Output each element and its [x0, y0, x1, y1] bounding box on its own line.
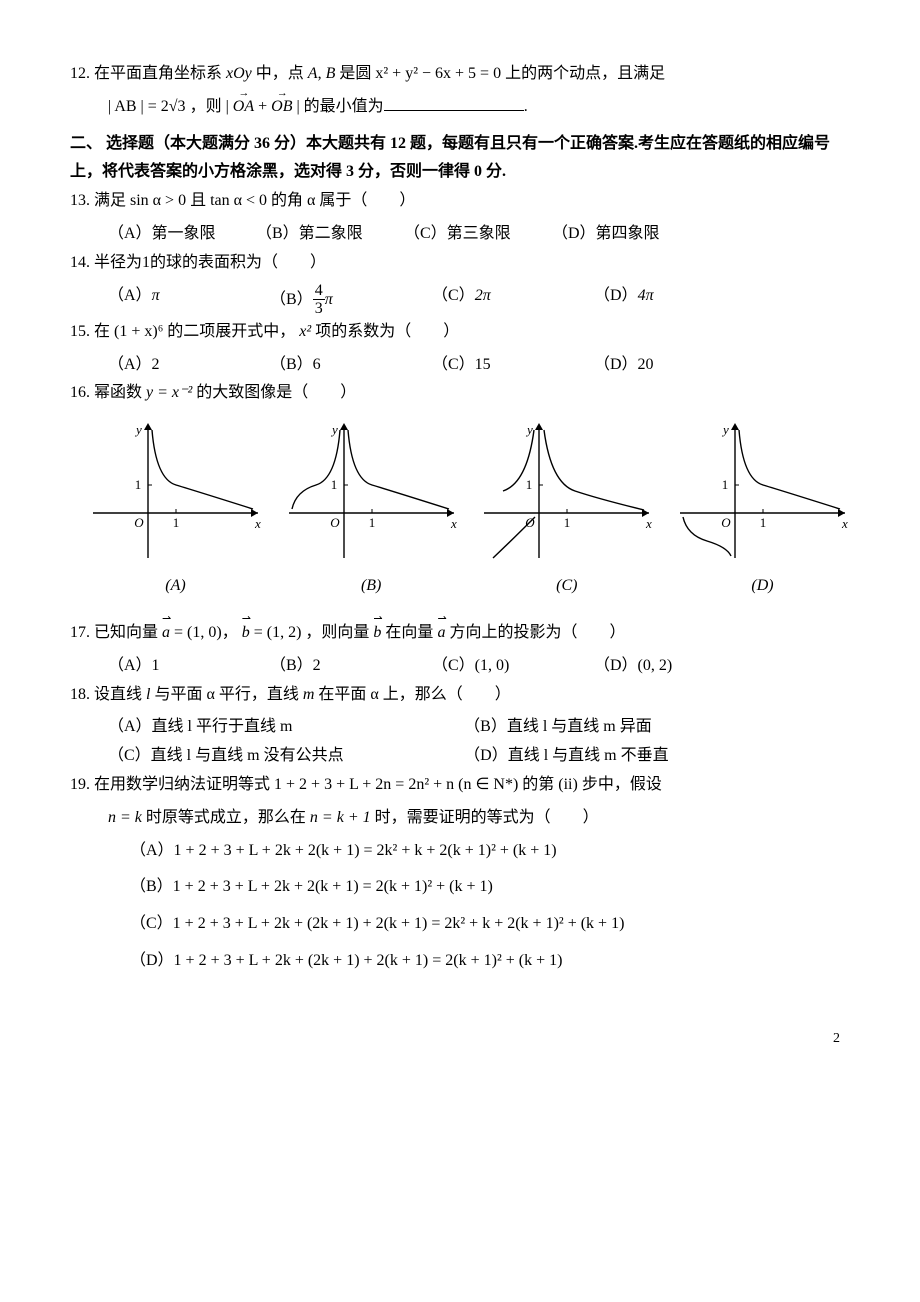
svg-text:O: O [721, 515, 731, 530]
q14-opt-b[interactable]: （B）43π [270, 282, 432, 318]
svg-text:1: 1 [722, 477, 729, 492]
q14-opt-a[interactable]: （A）π [108, 282, 270, 318]
q13-opt-a[interactable]: （A）第一象限 [108, 220, 256, 249]
q19-opt-d[interactable]: （D）1 + 2 + 3 + L + 2k + (2k + 1) + 2(k +… [108, 947, 850, 976]
q14-options: （A）π （B）43π （C）2π （D）4π [70, 282, 850, 318]
svg-text:y: y [134, 422, 142, 437]
q12-ab: | AB | = 2√3 [108, 98, 186, 115]
q14-opt-c[interactable]: （C）2π [432, 282, 594, 318]
svg-text:y: y [721, 422, 729, 437]
q12-text-a: 在平面直角坐标系 [94, 65, 226, 82]
question-19: 19. 在用数学归纳法证明等式 1 + 2 + 3 + L + 2n = 2n²… [70, 771, 850, 800]
svg-text:y: y [330, 422, 338, 437]
q18-opt-a[interactable]: （A）直线 l 平行于直线 m [108, 713, 464, 742]
svg-text:x: x [841, 516, 848, 531]
q12-xoy: xOy [226, 65, 252, 82]
q17-opt-a[interactable]: （A）1 [108, 652, 270, 681]
q12-num: 12. [70, 65, 90, 82]
q16-graph-c[interactable]: 1 1 O x y (C) [479, 418, 654, 601]
question-12-cont: | AB | = 2√3 ，则 | OA + OB | 的最小值为. [70, 93, 850, 122]
svg-text:1: 1 [760, 515, 767, 530]
section-2-header: 二、 选择题（本大题满分 36 分）本大题共有 12 题，每题有且只有一个正确答… [70, 130, 850, 188]
question-17: 17. 已知向量 a = (1, 0)， b = (1, 2) ，则向量 b 在… [70, 619, 850, 648]
svg-text:1: 1 [173, 515, 180, 530]
q15-options: （A）2 （B）6 （C）15 （D）20 [70, 351, 850, 380]
q15-opt-c[interactable]: （C）15 [432, 351, 594, 380]
question-12: 12. 在平面直角坐标系 xOy 中，点 A, B 是圆 x² + y² − 6… [70, 60, 850, 89]
q18-opt-b[interactable]: （B）直线 l 与直线 m 异面 [464, 713, 820, 742]
svg-text:x: x [645, 516, 652, 531]
q16-graphs: 1 1 O x y (A) 1 1 O x y (B) 1 1 O x y (C… [88, 418, 850, 601]
q17-options: （A）1 （B）2 （C）(1, 0) （D）(0, 2) [70, 652, 850, 681]
question-18: 18. 设直线 l 与平面 α 平行，直线 m 在平面 α 上，那么（ ） [70, 681, 850, 710]
q19-opt-a[interactable]: （A）1 + 2 + 3 + L + 2k + 2(k + 1) = 2k² +… [108, 837, 850, 866]
svg-text:1: 1 [526, 477, 533, 492]
question-16: 16. 幂函数 y = x⁻² 的大致图像是（ ） [70, 379, 850, 408]
question-13: 13. 满足 sin α > 0 且 tan α < 0 的角 α 属于（ ） [70, 187, 850, 216]
svg-text:1: 1 [135, 477, 142, 492]
q18-opt-d[interactable]: （D）直线 l 与直线 m 不垂直 [464, 742, 820, 771]
svg-text:O: O [330, 515, 340, 530]
q12-circle-eq: x² + y² − 6x + 5 = 0 [375, 65, 501, 82]
question-19-cont: n = k 时原等式成立，那么在 n = k + 1 时，需要证明的等式为（ ） [70, 804, 850, 833]
question-14: 14. 半径为1的球的表面积为（ ） [70, 249, 850, 278]
q17-opt-b[interactable]: （B）2 [270, 652, 432, 681]
q18-options: （A）直线 l 平行于直线 m （B）直线 l 与直线 m 异面 （C）直线 l… [70, 713, 850, 771]
q15-opt-b[interactable]: （B）6 [270, 351, 432, 380]
svg-text:1: 1 [564, 515, 571, 530]
q19-options: （A）1 + 2 + 3 + L + 2k + 2(k + 1) = 2k² +… [70, 837, 850, 976]
q15-opt-d[interactable]: （D）20 [594, 351, 756, 380]
answer-blank[interactable] [384, 95, 524, 111]
vec-OB: OB [271, 93, 292, 122]
q16-graph-a[interactable]: 1 1 O x y (A) [88, 418, 263, 601]
q13-opt-d[interactable]: （D）第四象限 [552, 220, 700, 249]
page-number: 2 [70, 1026, 850, 1051]
vec-b: b [242, 619, 250, 648]
svg-text:x: x [254, 516, 261, 531]
q14-opt-d[interactable]: （D）4π [594, 282, 756, 318]
vec-OA: OA [233, 93, 254, 122]
q16-graph-d[interactable]: 1 1 O x y (D) [675, 418, 850, 601]
svg-text:O: O [134, 515, 144, 530]
q18-opt-c[interactable]: （C）直线 l 与直线 m 没有公共点 [108, 742, 464, 771]
svg-text:1: 1 [368, 515, 375, 530]
q19-opt-b[interactable]: （B）1 + 2 + 3 + L + 2k + 2(k + 1) = 2(k +… [108, 873, 850, 902]
q13-opt-b[interactable]: （B）第二象限 [256, 220, 404, 249]
q17-opt-d[interactable]: （D）(0, 2) [594, 652, 756, 681]
q17-opt-c[interactable]: （C）(1, 0) [432, 652, 594, 681]
q13-opt-c[interactable]: （C）第三象限 [404, 220, 552, 249]
vec-a: a [162, 619, 170, 648]
q16-graph-b[interactable]: 1 1 O x y (B) [284, 418, 459, 601]
question-15: 15. 在 (1 + x)⁶ 的二项展开式中， x² 项的系数为（ ） [70, 318, 850, 347]
q13-options: （A）第一象限 （B）第二象限 （C）第三象限 （D）第四象限 [70, 220, 850, 249]
q15-opt-a[interactable]: （A）2 [108, 351, 270, 380]
svg-text:y: y [525, 422, 533, 437]
q19-opt-c[interactable]: （C）1 + 2 + 3 + L + 2k + (2k + 1) + 2(k +… [108, 910, 850, 939]
svg-text:x: x [450, 516, 457, 531]
svg-text:1: 1 [330, 477, 337, 492]
